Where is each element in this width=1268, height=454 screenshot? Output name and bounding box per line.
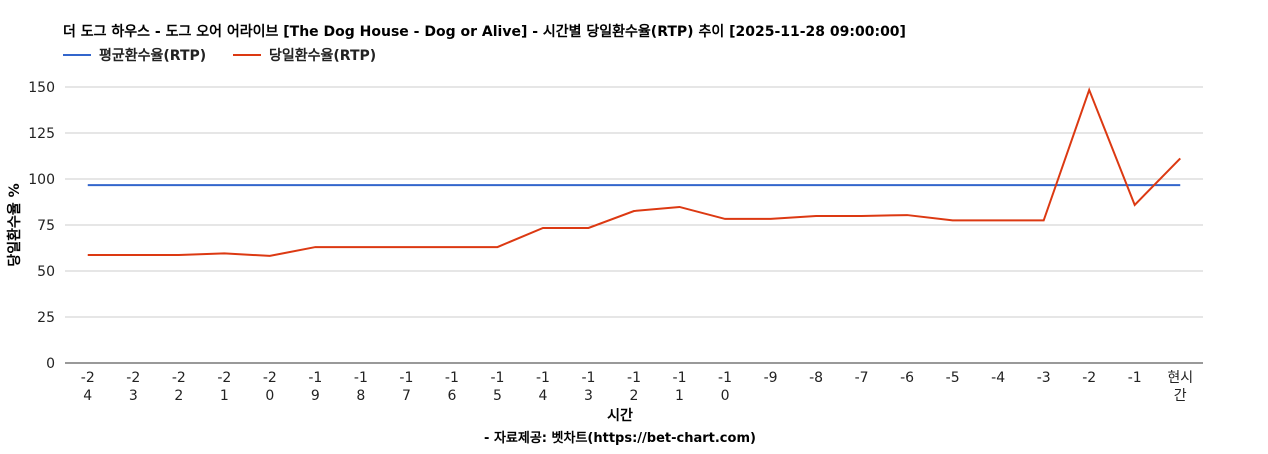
x-tick-line: 9: [311, 388, 320, 404]
x-tick-line: -2: [81, 370, 95, 386]
y-tick-label: 0: [46, 356, 55, 372]
x-tick-label: -9: [764, 370, 778, 386]
x-tick-line: -2: [172, 370, 186, 386]
x-tick-line: -1: [308, 370, 322, 386]
x-tick-line: -1: [581, 370, 595, 386]
x-tick-label: -1: [1128, 370, 1142, 386]
x-tick-line: -1: [718, 370, 732, 386]
x-tick-line: 4: [538, 388, 547, 404]
legend-label: 평균환수율(RTP): [99, 47, 206, 64]
y-tick-label: 50: [37, 264, 55, 280]
x-tick-line: -2: [217, 370, 231, 386]
x-tick-line: 2: [174, 388, 183, 404]
x-tick-line: -1: [354, 370, 368, 386]
x-tick-line: 4: [83, 388, 92, 404]
x-tick-line: -1: [673, 370, 687, 386]
legend-label: 당일환수율(RTP): [269, 47, 376, 64]
x-tick-label: -5: [946, 370, 960, 386]
chart-title: 더 도그 하우스 - 도그 오어 어라이브 [The Dog House - D…: [63, 23, 906, 40]
x-tick-label: -4: [991, 370, 1005, 386]
x-tick-line: 현시: [1167, 370, 1193, 386]
x-tick-line: 0: [265, 388, 274, 404]
y-tick-label: 150: [28, 80, 55, 96]
x-tick-label: -7: [855, 370, 869, 386]
x-tick-line: -2: [126, 370, 140, 386]
x-tick-line: 1: [220, 388, 229, 404]
x-tick-line: -1: [399, 370, 413, 386]
x-tick-line: -2: [263, 370, 277, 386]
x-tick-line: -1: [627, 370, 641, 386]
x-tick-line: 6: [447, 388, 456, 404]
y-tick-label: 25: [37, 310, 55, 326]
y-axis-ticks: 0 25 50 75 100 125 150: [28, 80, 55, 372]
footer-credit: - 자료제공: 벳차트(https://bet-chart.com): [484, 430, 756, 446]
x-tick-line: 5: [493, 388, 502, 404]
gridlines: [65, 87, 1203, 363]
x-tick-label: -8: [809, 370, 823, 386]
y-tick-label: 100: [28, 172, 55, 188]
x-tick-line: 간: [1174, 388, 1187, 404]
series-lines: [88, 90, 1181, 256]
x-tick-line: 3: [584, 388, 593, 404]
x-tick-label: -3: [1037, 370, 1051, 386]
x-tick-line: -1: [445, 370, 459, 386]
x-tick-label: -2: [1082, 370, 1096, 386]
x-tick-label: -6: [900, 370, 914, 386]
x-tick-line: -1: [536, 370, 550, 386]
x-tick-line: 3: [129, 388, 138, 404]
series-line-1: [88, 90, 1180, 256]
x-tick-line: 0: [721, 388, 730, 404]
y-tick-label: 75: [37, 218, 55, 234]
y-axis-label: 당일환수율 %: [6, 183, 23, 266]
x-tick-line: -1: [490, 370, 504, 386]
y-tick-label: 125: [28, 126, 55, 142]
legend: 평균환수율(RTP) 당일환수율(RTP): [63, 47, 376, 64]
x-axis-label: 시간: [607, 407, 633, 424]
x-tick-line: 8: [356, 388, 365, 404]
x-tick-line: 7: [402, 388, 411, 404]
x-tick-line: 1: [675, 388, 684, 404]
x-tick-line: 2: [630, 388, 639, 404]
